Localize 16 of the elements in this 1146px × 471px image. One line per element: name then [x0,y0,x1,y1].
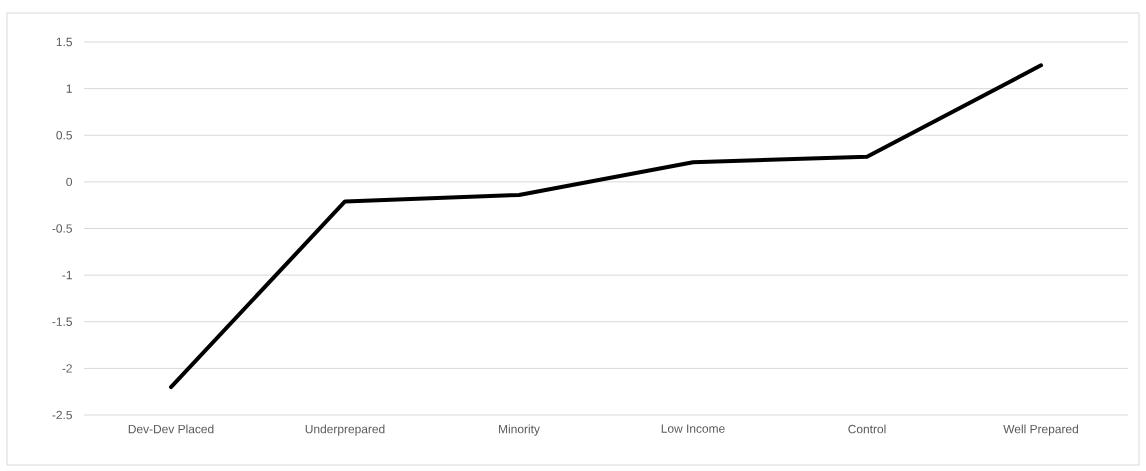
y-tick-label: 0.5 [56,131,72,140]
y-tick-label: 1 [66,84,72,93]
line-series [169,63,1044,390]
x-tick-label: Well Prepared [1003,424,1078,436]
x-tick-label: Control [848,424,886,434]
y-tick-label: -2 [62,364,72,373]
x-tick-label: Underprepared [305,424,385,436]
x-tick-label: Minority [499,424,540,436]
x-tick-label: Low Income [661,424,725,433]
y-tick-label: -1.5 [52,317,72,326]
y-tick-label: -2.5 [52,410,72,420]
x-tick-label: Dev-Dev Placed [128,424,214,434]
y-tick-label: -1 [62,271,72,280]
y-tick-label: 0 [66,177,73,187]
y-tick-label: 1.5 [56,37,72,47]
y-tick-label: -0.5 [52,224,72,233]
